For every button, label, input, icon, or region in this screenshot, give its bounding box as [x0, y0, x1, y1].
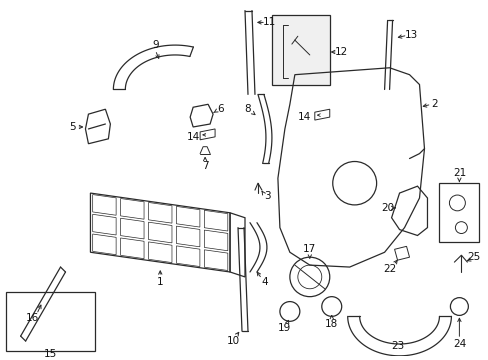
Text: 10: 10 — [226, 336, 239, 346]
Text: 3: 3 — [264, 191, 271, 201]
Text: 2: 2 — [430, 99, 437, 109]
Text: 14: 14 — [298, 112, 311, 122]
Text: 22: 22 — [382, 264, 395, 274]
Text: 17: 17 — [303, 244, 316, 254]
Text: 12: 12 — [334, 47, 347, 57]
Text: 21: 21 — [452, 168, 465, 178]
Text: 13: 13 — [404, 30, 417, 40]
Text: 5: 5 — [69, 122, 76, 132]
Polygon shape — [271, 15, 329, 85]
Text: 18: 18 — [325, 319, 338, 329]
Text: 1: 1 — [157, 277, 163, 287]
Text: 15: 15 — [44, 349, 57, 359]
Text: 24: 24 — [452, 339, 465, 349]
Text: 11: 11 — [263, 17, 276, 27]
Text: 19: 19 — [278, 323, 291, 333]
Text: 8: 8 — [244, 104, 251, 114]
Text: 25: 25 — [467, 252, 480, 262]
Text: 7: 7 — [202, 161, 208, 171]
Text: 9: 9 — [152, 40, 158, 50]
Text: 23: 23 — [390, 341, 404, 351]
Text: 4: 4 — [261, 277, 268, 287]
Text: 6: 6 — [216, 104, 223, 114]
Text: 14: 14 — [186, 132, 200, 142]
Text: 20: 20 — [380, 203, 393, 213]
Text: 16: 16 — [26, 313, 39, 323]
